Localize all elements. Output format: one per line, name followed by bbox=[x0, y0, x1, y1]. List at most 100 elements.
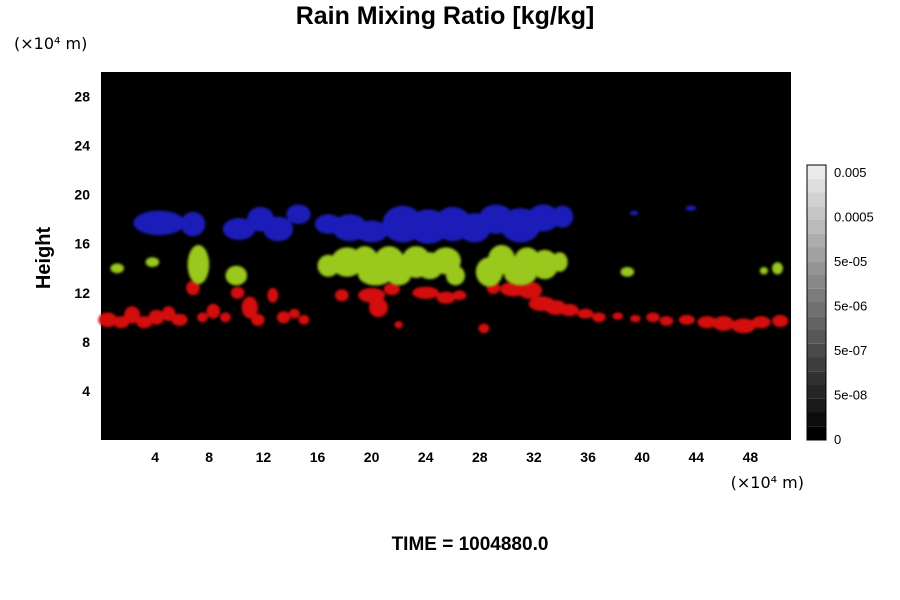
blue-cell-8 bbox=[355, 220, 388, 243]
green-cell-19 bbox=[551, 252, 568, 272]
red-cell-38 bbox=[659, 316, 674, 326]
colorbar-label: 5e-05 bbox=[834, 254, 867, 269]
colorbar-swatch bbox=[807, 206, 826, 220]
red-cell-10 bbox=[220, 312, 231, 323]
red-cell-24 bbox=[436, 291, 456, 304]
colorbar-label: 5e-08 bbox=[834, 388, 867, 403]
green-cell-1 bbox=[145, 257, 160, 267]
time-label: TIME = 1004880.0 bbox=[392, 534, 549, 555]
y-tick-label: 20 bbox=[74, 187, 90, 203]
green-cell-2 bbox=[187, 245, 210, 285]
red-cell-0 bbox=[98, 312, 118, 328]
red-cell-42 bbox=[731, 318, 756, 334]
green-cell-22 bbox=[772, 262, 783, 275]
green-cell-0 bbox=[110, 263, 124, 274]
colorbar-swatch bbox=[807, 357, 826, 372]
colorbar-frame bbox=[806, 164, 827, 441]
red-cell-13 bbox=[251, 313, 265, 326]
red-cell-4 bbox=[148, 309, 165, 325]
red-cell-15 bbox=[276, 311, 291, 324]
green-cell-20 bbox=[620, 267, 635, 277]
colorbar-label: 0.005 bbox=[834, 165, 867, 180]
colorbar-swatch bbox=[807, 288, 826, 303]
red-cell-29 bbox=[517, 281, 543, 299]
field-layers bbox=[98, 204, 789, 334]
colorbar-swatch bbox=[807, 261, 826, 275]
red-cell-16 bbox=[289, 308, 300, 319]
x-tick-label: 16 bbox=[310, 449, 326, 465]
colorbar-swatch bbox=[807, 385, 826, 399]
colorbar-swatch bbox=[807, 316, 826, 330]
y-tick-label: 4 bbox=[82, 383, 90, 399]
red-cell-2 bbox=[124, 306, 141, 324]
colorbar-label: 0.0005 bbox=[834, 210, 874, 225]
red-cell-35 bbox=[612, 312, 624, 320]
blue-layer bbox=[133, 204, 697, 244]
colorbar-swatch bbox=[807, 165, 826, 179]
colorbar-swatch bbox=[807, 275, 826, 289]
x-tick-label: 48 bbox=[743, 449, 759, 465]
red-cell-39 bbox=[678, 314, 695, 325]
red-cell-17 bbox=[298, 314, 310, 325]
red-layer bbox=[98, 280, 789, 334]
blue-cell-16 bbox=[551, 205, 574, 228]
red-cell-5 bbox=[161, 306, 176, 322]
colorbar-label: 0 bbox=[834, 432, 841, 447]
green-cell-3 bbox=[225, 265, 248, 286]
colorbar-swatch bbox=[807, 426, 826, 440]
red-cell-40 bbox=[697, 316, 717, 329]
y-axis-unit: (×10⁴ m) bbox=[14, 34, 87, 53]
green-layer bbox=[110, 245, 783, 287]
blue-cell-4 bbox=[263, 216, 294, 242]
blue-cell-1 bbox=[180, 211, 206, 237]
red-cell-18 bbox=[335, 289, 349, 302]
x-tick-label: 36 bbox=[580, 449, 596, 465]
blue-cell-0 bbox=[133, 210, 185, 236]
red-cell-41 bbox=[712, 316, 735, 331]
red-cell-43 bbox=[751, 316, 771, 329]
red-cell-20 bbox=[368, 297, 388, 318]
colorbar-swatch bbox=[807, 247, 826, 262]
x-tick-label: 8 bbox=[205, 449, 213, 465]
y-tick-label: 16 bbox=[74, 236, 90, 252]
colorbar-swatch bbox=[807, 192, 826, 207]
colorbar-swatch bbox=[807, 398, 826, 413]
x-tick-label: 20 bbox=[364, 449, 380, 465]
red-cell-37 bbox=[646, 312, 660, 323]
red-cell-44 bbox=[772, 314, 789, 328]
x-tick-label: 24 bbox=[418, 449, 434, 465]
red-cell-36 bbox=[630, 314, 641, 323]
green-cell-21 bbox=[759, 267, 769, 275]
red-cell-12 bbox=[241, 296, 258, 319]
blue-cell-5 bbox=[286, 204, 311, 225]
x-tick-label: 40 bbox=[634, 449, 650, 465]
colorbar-label: 5e-07 bbox=[834, 343, 867, 358]
y-axis-label: Height bbox=[33, 227, 55, 290]
red-cell-8 bbox=[197, 312, 208, 323]
colorbar-swatch bbox=[807, 220, 826, 234]
x-axis-unit: (×10⁴ m) bbox=[731, 473, 804, 492]
blue-cell-18 bbox=[685, 205, 697, 211]
red-cell-14 bbox=[267, 287, 279, 303]
colorbar-swatch bbox=[807, 302, 826, 317]
y-tick-label: 28 bbox=[74, 89, 90, 105]
red-cell-11 bbox=[230, 286, 245, 299]
colorbar-swatch bbox=[807, 330, 826, 344]
green-cell-18 bbox=[531, 249, 559, 280]
red-cell-9 bbox=[206, 303, 221, 319]
colorbar-swatch bbox=[807, 343, 826, 358]
y-tick-label: 8 bbox=[82, 334, 90, 350]
green-cell-13 bbox=[446, 265, 465, 286]
x-tick-label: 28 bbox=[472, 449, 488, 465]
y-tick-label: 12 bbox=[74, 285, 90, 301]
y-tick-label: 24 bbox=[74, 138, 90, 154]
x-tick-label: 4 bbox=[151, 449, 159, 465]
blue-cell-17 bbox=[630, 210, 639, 216]
colorbar-swatch bbox=[807, 412, 826, 427]
x-tick-label: 12 bbox=[256, 449, 272, 465]
red-cell-21 bbox=[383, 283, 400, 296]
colorbar: 0 5e-08 5e-07 5e-06 5e-05 0.0005 0.005 bbox=[806, 164, 874, 447]
colorbar-swatch bbox=[807, 233, 826, 248]
colorbar-swatch bbox=[807, 178, 826, 193]
x-axis-ticks: 4 8 12 16 20 24 28 32 36 40 44 48 bbox=[151, 449, 758, 465]
